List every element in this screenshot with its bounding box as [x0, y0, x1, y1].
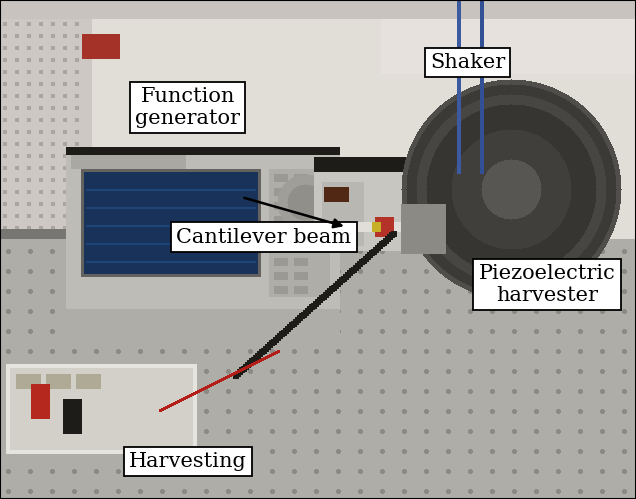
Text: Cantilever beam: Cantilever beam: [176, 228, 352, 247]
Text: Shaker: Shaker: [430, 53, 505, 72]
Text: Piezoelectric
harvester: Piezoelectric harvester: [478, 264, 616, 305]
Text: Function
generator: Function generator: [135, 87, 240, 128]
Text: Harvesting: Harvesting: [128, 452, 247, 471]
